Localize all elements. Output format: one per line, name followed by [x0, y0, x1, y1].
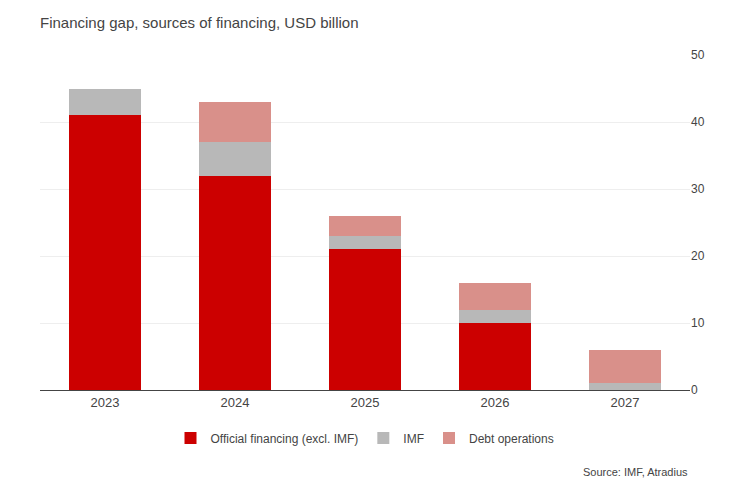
svg-text:0: 0	[691, 383, 698, 397]
svg-text:Financing gap, sources of fina: Financing gap, sources of financing, USD…	[40, 14, 359, 31]
svg-text:2023: 2023	[91, 395, 120, 410]
svg-text:IMF: IMF	[403, 432, 424, 446]
svg-text:20: 20	[691, 249, 705, 263]
svg-text:Debt operations: Debt operations	[469, 432, 554, 446]
svg-text:10: 10	[691, 316, 705, 330]
svg-text:50: 50	[691, 48, 705, 62]
svg-text:2024: 2024	[221, 395, 250, 410]
svg-text:Source: IMF, Atradius: Source: IMF, Atradius	[583, 466, 688, 478]
svg-text:40: 40	[691, 115, 705, 129]
svg-text:2027: 2027	[611, 395, 640, 410]
svg-text:2025: 2025	[351, 395, 380, 410]
svg-text:30: 30	[691, 182, 705, 196]
svg-text:2026: 2026	[481, 395, 510, 410]
svg-text:Official financing (excl. IMF): Official financing (excl. IMF)	[211, 432, 359, 446]
